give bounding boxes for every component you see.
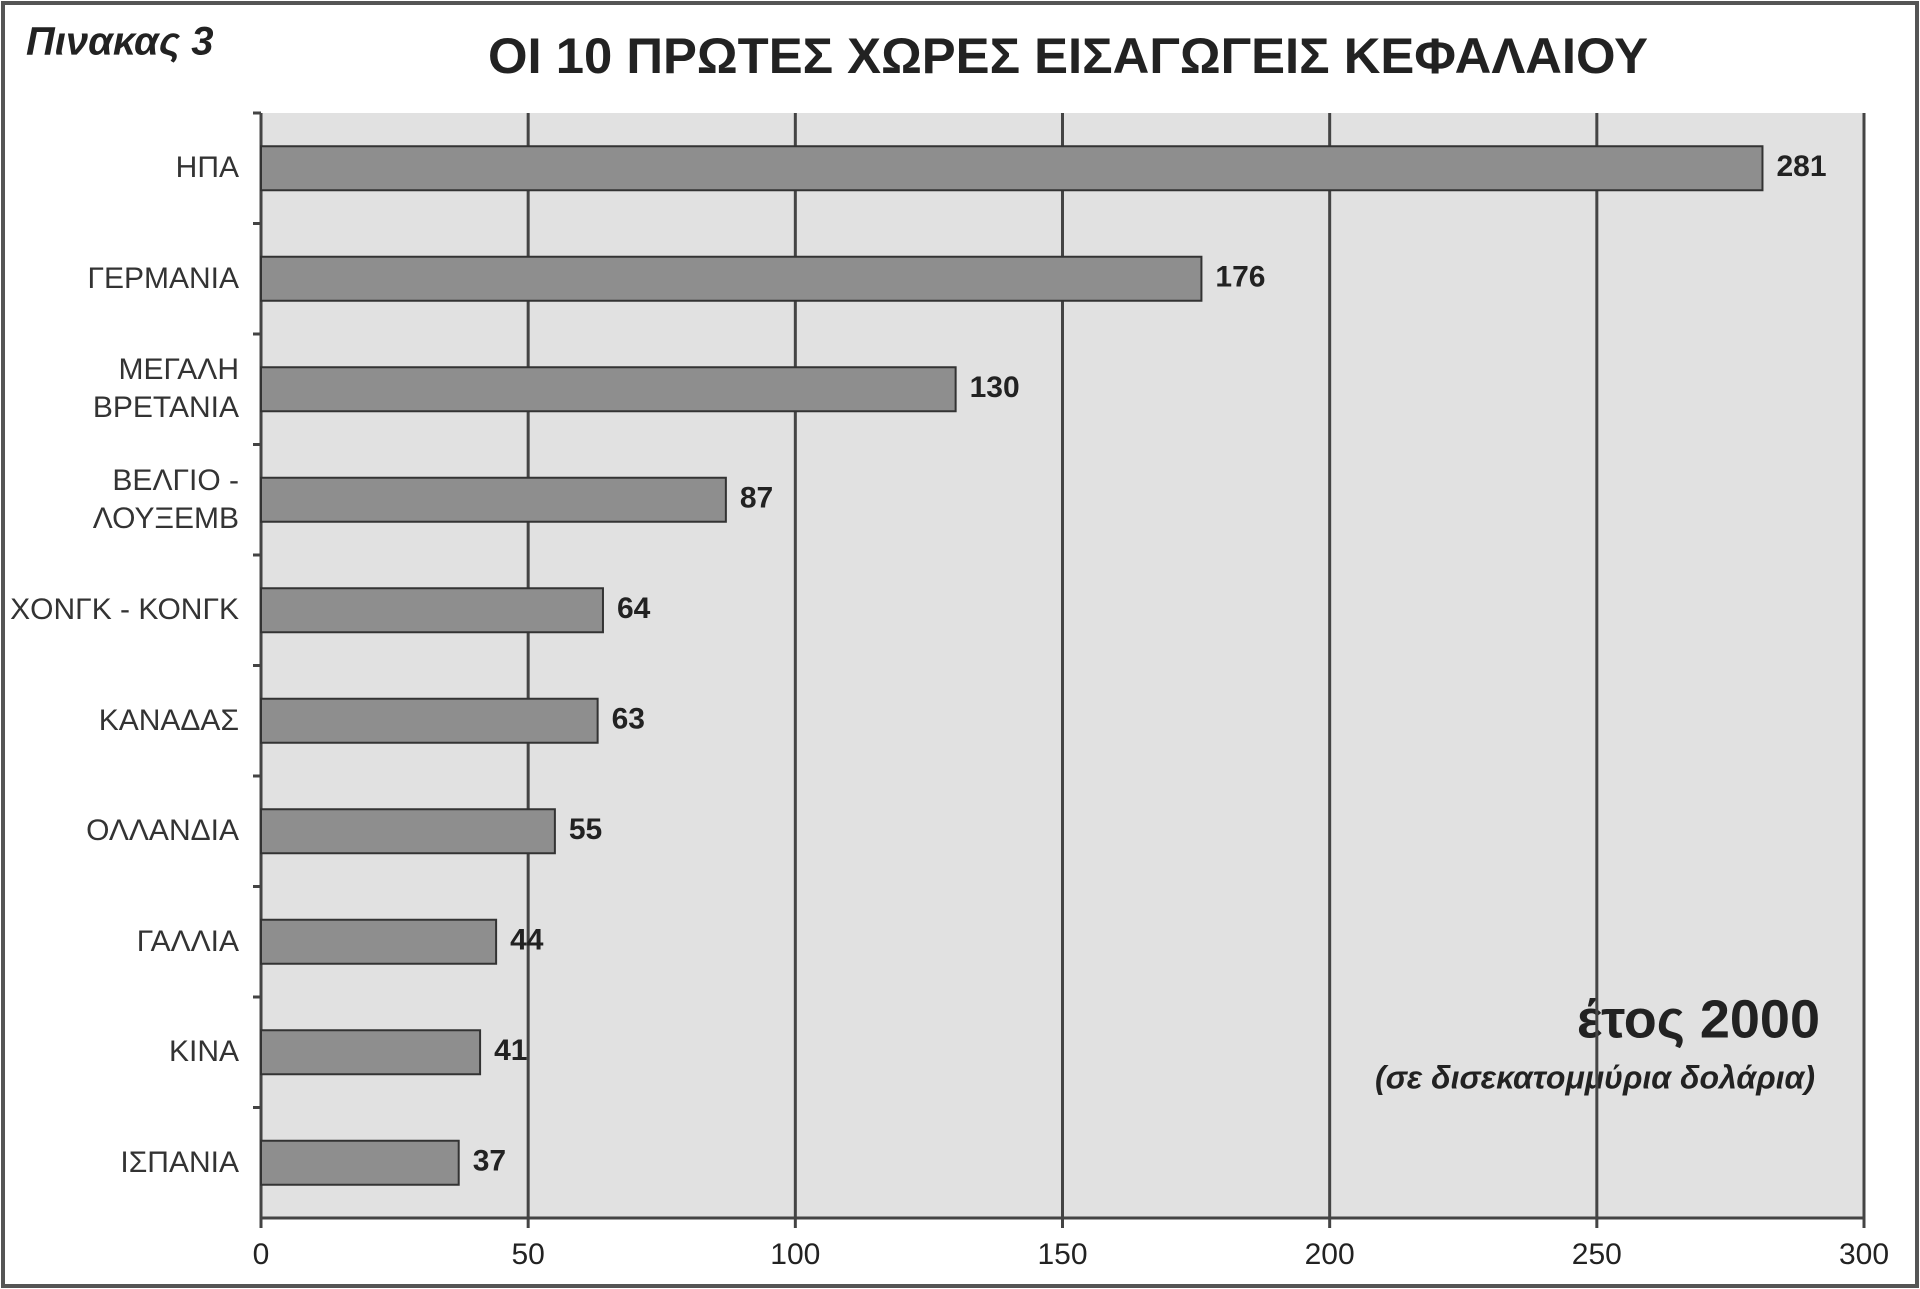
bar: [260, 918, 498, 965]
x-tick-label: 250: [1572, 1238, 1622, 1271]
bar: [260, 476, 727, 523]
bar: [260, 697, 599, 744]
x-tick-label: 300: [1839, 1238, 1889, 1271]
x-tick-label: 0: [253, 1238, 270, 1271]
table-label: Πινακας 3: [26, 20, 213, 64]
bar: [260, 587, 604, 634]
annotation-note: (σε δισεκατομμύρια δολάρια): [1375, 1059, 1815, 1095]
value-label: 130: [970, 371, 1020, 404]
value-label: 41: [494, 1034, 527, 1067]
value-label: 281: [1776, 150, 1826, 183]
y-tick-label: ΧΟΝΓΚ - ΚΟΝΓΚ: [10, 593, 239, 627]
value-label: 55: [569, 813, 602, 846]
bar: [260, 1139, 460, 1186]
y-tick-label: ΟΛΛΑΝΔΙΑ: [86, 814, 239, 848]
value-label: 176: [1215, 261, 1265, 294]
value-label: 44: [510, 924, 544, 957]
value-label: 37: [473, 1145, 506, 1178]
y-tick-label: ΒΕΛΓΙΟ - ΛΟΥΞΕΜΒ: [92, 463, 239, 535]
y-tick-label: ΗΠΑ: [175, 151, 239, 185]
y-tick-label: ΚΙΝΑ: [168, 1035, 239, 1069]
bar: [260, 255, 1203, 302]
bar: [260, 808, 556, 855]
x-tick-label: 200: [1305, 1238, 1355, 1271]
chart-title: ΟΙ 10 ΠΡΩΤΕΣ ΧΩΡΕΣ ΕΙΣΑΓΩΓΕΙΣ ΚΕΦΑΛΑΙΟΥ: [488, 28, 1648, 84]
value-label: 64: [617, 592, 651, 625]
y-tick-label: ΚΑΝΑΔΑΣ: [98, 703, 239, 737]
y-tick-label: ΜΕΓΑΛΗ ΒΡΕΤΑΝΙΑ: [92, 353, 239, 425]
value-label: 87: [740, 482, 773, 515]
y-tick-label: ΓΑΛΛΙΑ: [136, 924, 239, 958]
bar: [260, 1029, 482, 1076]
x-tick-label: 100: [770, 1238, 820, 1271]
y-tick-label: ΙΣΠΑΝΙΑ: [120, 1145, 239, 1179]
x-tick-label: 50: [511, 1238, 544, 1271]
y-tick-label: ΓΕΡΜΑΝΙΑ: [87, 261, 239, 295]
bar: [260, 366, 957, 413]
x-tick-label: 150: [1037, 1238, 1087, 1271]
annotation: έτος 2000: [1577, 989, 1820, 1049]
bar: [260, 145, 1764, 192]
value-label: 63: [612, 703, 645, 736]
